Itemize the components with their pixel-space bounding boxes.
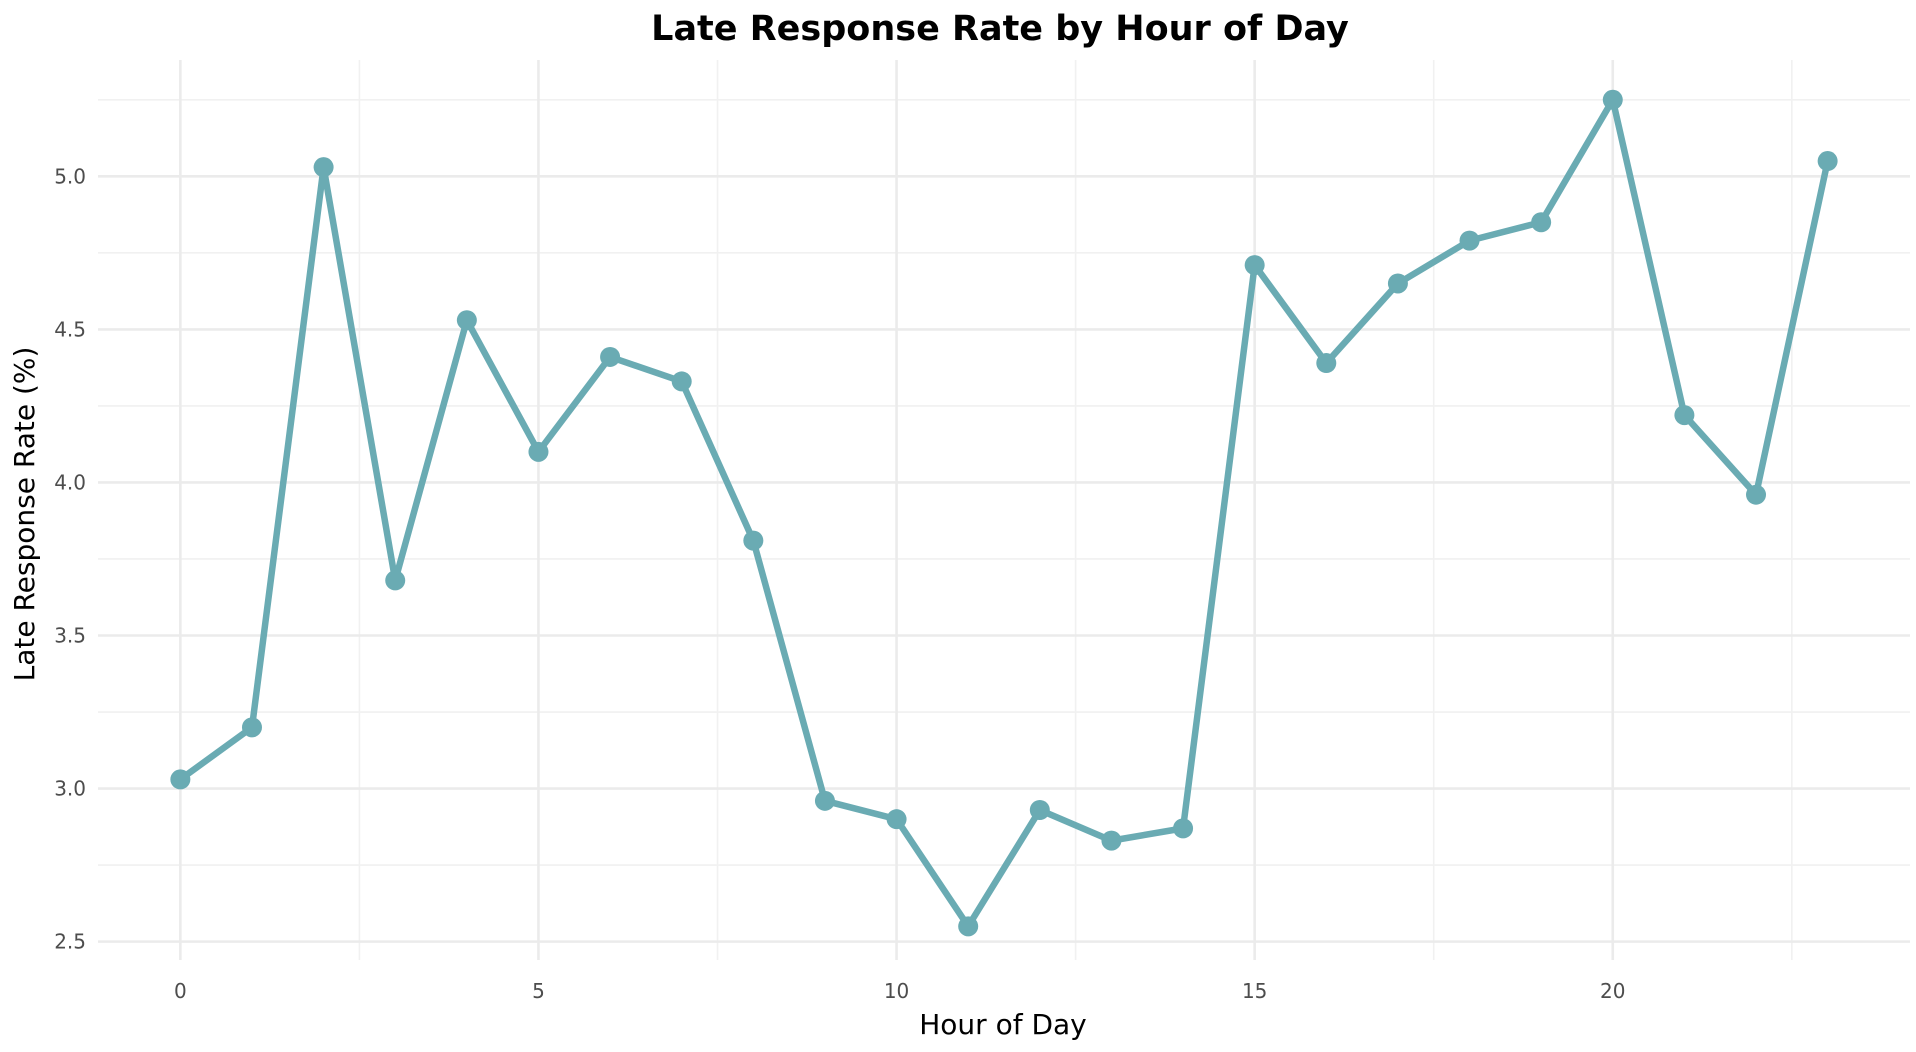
data-point-hour-0 bbox=[170, 769, 191, 790]
x-tick-label: 5 bbox=[532, 979, 545, 1003]
grid-lines bbox=[98, 60, 1910, 960]
data-point-hour-4 bbox=[456, 310, 477, 331]
x-tick-label: 10 bbox=[884, 979, 909, 1003]
data-point-hour-21 bbox=[1674, 405, 1695, 426]
y-tick-label: 2.5 bbox=[54, 930, 86, 954]
data-point-hour-5 bbox=[528, 441, 549, 462]
data-point-hour-11 bbox=[958, 916, 979, 937]
axis-ticks: 0 5 10 15 20 2.5 3.0 3.5 4.0 4.5 5.0 bbox=[54, 164, 1625, 1003]
data-point-hour-18 bbox=[1459, 230, 1480, 251]
y-tick-label: 3.5 bbox=[54, 624, 86, 648]
data-point-hour-23 bbox=[1817, 151, 1838, 172]
data-point-hour-22 bbox=[1746, 484, 1767, 505]
x-tick-label: 15 bbox=[1242, 979, 1267, 1003]
x-tick-label: 20 bbox=[1600, 979, 1625, 1003]
data-series bbox=[170, 89, 1838, 937]
chart-title: Late Response Rate by Hour of Day bbox=[651, 9, 1349, 49]
data-point-hour-3 bbox=[385, 570, 406, 591]
y-tick-label: 4.5 bbox=[54, 317, 86, 341]
x-tick-label: 0 bbox=[174, 979, 187, 1003]
y-tick-label: 3.0 bbox=[54, 777, 86, 801]
data-point-hour-7 bbox=[671, 371, 692, 392]
series-line bbox=[177, 96, 1831, 930]
data-point-hour-17 bbox=[1387, 273, 1408, 294]
y-tick-label: 5.0 bbox=[54, 164, 86, 188]
data-point-hour-15 bbox=[1244, 255, 1265, 276]
data-point-hour-2 bbox=[313, 157, 334, 178]
data-point-hour-14 bbox=[1173, 818, 1194, 839]
y-tick-label: 4.0 bbox=[54, 470, 86, 494]
data-point-hour-20 bbox=[1602, 89, 1623, 110]
y-axis-label: Late Response Rate (%) bbox=[8, 347, 41, 682]
data-point-hour-19 bbox=[1531, 212, 1552, 233]
data-point-hour-1 bbox=[241, 717, 262, 738]
x-axis-label: Hour of Day bbox=[919, 1008, 1087, 1041]
data-point-hour-10 bbox=[886, 809, 907, 830]
data-point-hour-9 bbox=[814, 790, 835, 811]
data-point-hour-6 bbox=[600, 346, 621, 367]
data-point-hour-12 bbox=[1029, 800, 1050, 820]
data-point-hour-16 bbox=[1316, 353, 1337, 374]
data-point-hour-13 bbox=[1101, 830, 1122, 851]
data-point-hour-8 bbox=[743, 530, 764, 551]
